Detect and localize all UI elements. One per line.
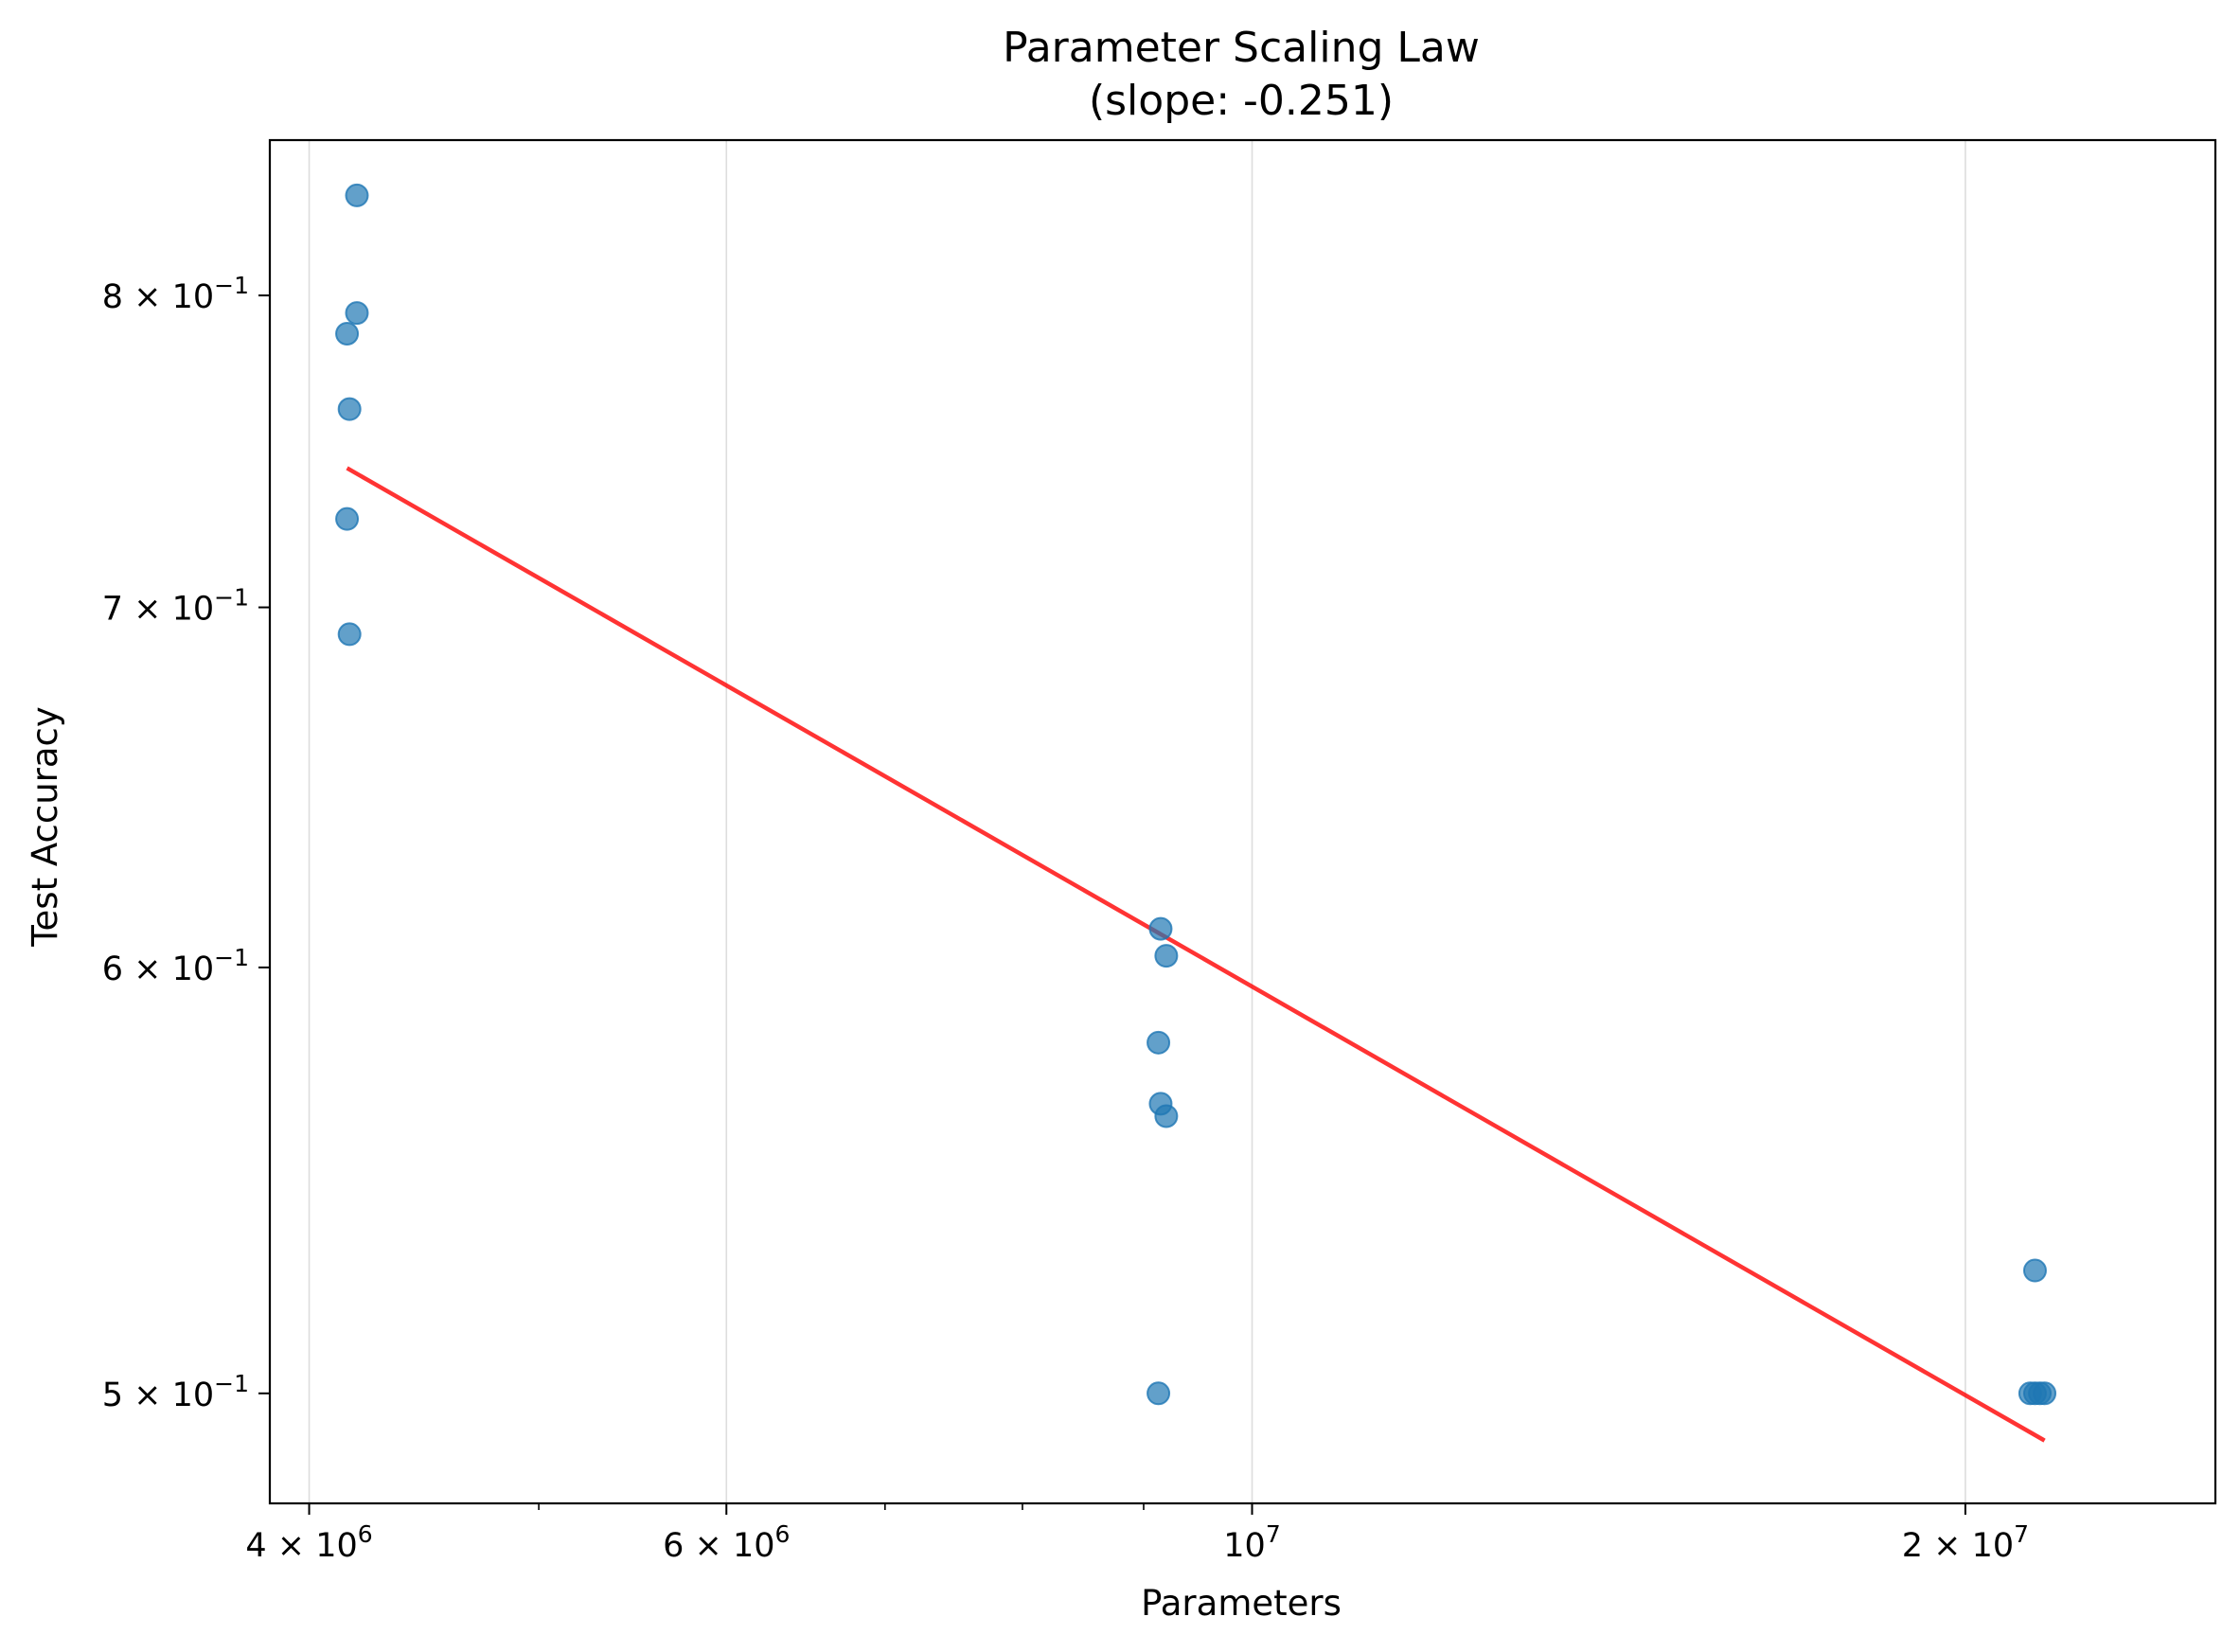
y-tick-label: 8 × 10−1 xyxy=(102,272,249,316)
y-tick-label: 7 × 10−1 xyxy=(102,584,249,629)
x-tick-label: 6 × 106 xyxy=(663,1520,790,1565)
data-point xyxy=(337,397,362,421)
chart-subtitle: (slope: -0.251) xyxy=(1089,77,1394,125)
fit-line xyxy=(346,466,2046,1443)
y-axis-ticks: 8 × 10−1 7 × 10−1 6 × 10−1 5 × 10−1 xyxy=(102,272,270,1414)
data-point xyxy=(1147,1381,1171,1406)
x-tick-label: 4 × 106 xyxy=(245,1520,372,1565)
y-tick-label: 6 × 10−1 xyxy=(102,944,249,988)
x-axis-ticks: 4 × 106 6 × 106 107 2 × 107 xyxy=(245,1503,2029,1565)
data-point xyxy=(335,321,360,346)
chart-title: Parameter Scaling Law xyxy=(1003,24,1480,72)
data-point xyxy=(1154,1104,1179,1128)
data-point xyxy=(345,183,369,207)
y-tick-label: 5 × 10−1 xyxy=(102,1370,249,1414)
data-points xyxy=(335,183,2057,1406)
data-point xyxy=(337,622,362,647)
x-axis-label: Parameters xyxy=(1141,1583,1342,1624)
x-tick-label: 107 xyxy=(1223,1520,1280,1565)
y-axis-label: Test Accuracy xyxy=(25,706,65,948)
grid-layer xyxy=(308,140,1966,1503)
data-point xyxy=(345,301,369,326)
plot-frame xyxy=(268,138,2217,1505)
data-point xyxy=(335,506,360,531)
fit-line-layer xyxy=(346,466,2046,1443)
x-tick-label: 2 × 107 xyxy=(1902,1520,2029,1565)
data-point xyxy=(2033,1381,2057,1406)
data-point xyxy=(1154,944,1179,968)
data-point xyxy=(2022,1258,2047,1283)
data-point xyxy=(1147,1030,1171,1055)
data-point xyxy=(1148,916,1173,941)
